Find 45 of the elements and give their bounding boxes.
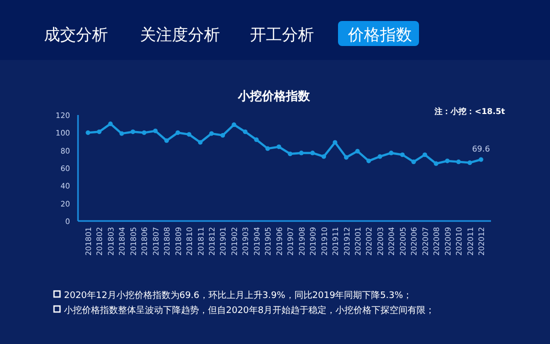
point xyxy=(176,130,180,135)
point xyxy=(186,132,192,137)
point xyxy=(434,161,438,166)
data-label: 69.6 xyxy=(472,144,490,154)
point xyxy=(108,122,113,126)
point xyxy=(164,138,169,143)
point xyxy=(299,150,304,156)
point xyxy=(344,155,349,160)
text: 2020年12月小挖价格指数为69.6，环比上月上升3.9%，同比2019年同期下降5.3%； xyxy=(64,290,412,301)
point xyxy=(310,150,315,156)
point xyxy=(445,158,450,164)
text: 成交分析 xyxy=(44,25,108,44)
point xyxy=(378,154,382,159)
point xyxy=(456,160,461,164)
point xyxy=(355,148,360,154)
point xyxy=(242,129,248,134)
point xyxy=(288,152,292,156)
point xyxy=(96,129,102,134)
point xyxy=(153,128,158,134)
annotation: 注：小挖：<18.5t xyxy=(434,107,506,116)
point xyxy=(422,152,428,158)
text: 价格指数 xyxy=(347,25,412,44)
point xyxy=(119,131,124,136)
point xyxy=(366,158,372,164)
point xyxy=(232,122,236,128)
point xyxy=(400,152,405,158)
point xyxy=(209,131,214,136)
point xyxy=(478,157,484,162)
chart-title: 小挖价格指数 xyxy=(237,89,311,103)
point xyxy=(86,130,90,135)
point xyxy=(276,144,282,150)
point xyxy=(388,150,394,156)
text: 关注度分析 xyxy=(140,25,220,44)
point xyxy=(265,146,270,151)
point xyxy=(130,129,136,134)
point xyxy=(198,140,203,145)
point xyxy=(322,154,326,159)
point xyxy=(467,160,472,165)
text: 开工分析 xyxy=(250,25,314,44)
point xyxy=(142,130,146,135)
point xyxy=(220,133,226,138)
point xyxy=(254,137,259,142)
point xyxy=(411,160,416,164)
point xyxy=(332,140,338,145)
text: 小挖价格指数整体呈波动下降趋势，但自2020年8月开始趋于稳定，小挖价格下探空间有限； xyxy=(64,305,435,316)
